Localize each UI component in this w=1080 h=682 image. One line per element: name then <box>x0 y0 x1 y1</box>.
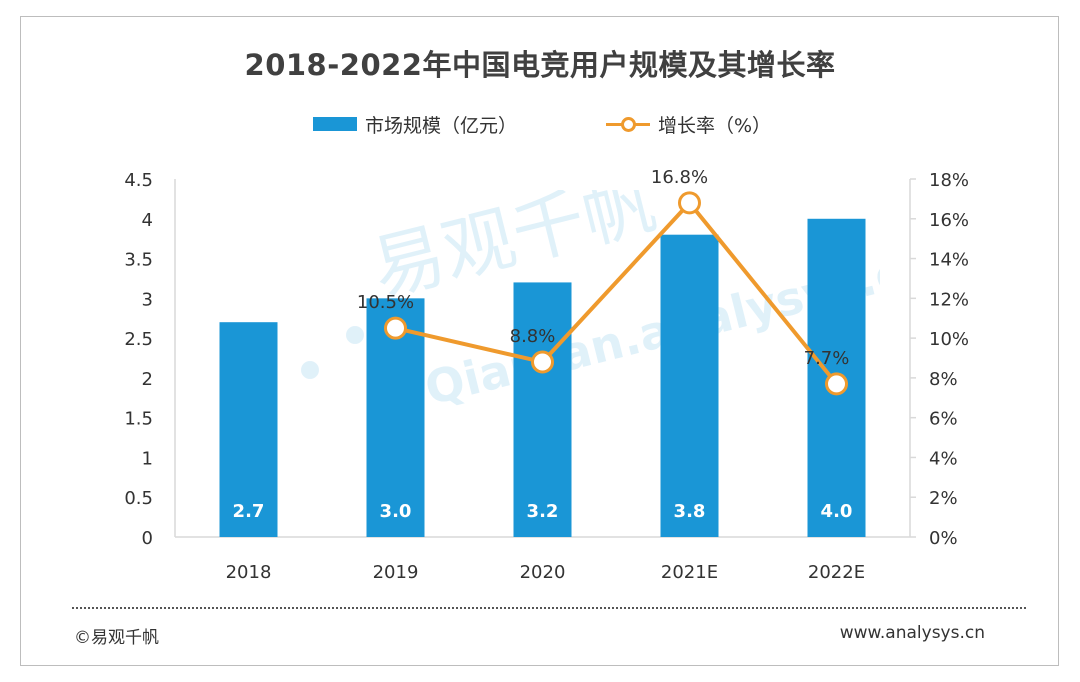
y-left-tick-label: 0 <box>142 528 153 549</box>
y-left-tick-label: 3 <box>142 289 153 310</box>
bar-value-label: 3.2 <box>527 501 559 522</box>
bars <box>219 218 866 537</box>
y-left-tick-label: 4 <box>142 210 153 231</box>
legend-bar-label: 市场规模（亿元） <box>365 114 518 137</box>
footer-divider <box>72 607 1026 609</box>
growth-point <box>531 350 554 374</box>
legend-bar-swatch <box>313 117 357 131</box>
bar-value-label: 3.8 <box>674 501 706 522</box>
growth-line-path <box>395 200 839 386</box>
y-right-tick-label: 8% <box>929 369 958 390</box>
bar-value-label: 2.7 <box>233 501 265 522</box>
data-labels: 2.7 3.0 3.2 3.8 4.0 10.5% 8.8% 16.8% 7.7% <box>233 167 853 522</box>
footer-copyright: ©易观千帆 <box>74 628 159 648</box>
y-left-tick-label: 1 <box>142 448 153 469</box>
y-right-tick-label: 2% <box>929 488 958 509</box>
growth-value-label: 7.7% <box>804 348 850 369</box>
bar <box>219 322 278 537</box>
bar-value-label: 4.0 <box>821 501 853 522</box>
y-right-tick-label: 0% <box>929 528 958 549</box>
growth-value-label: 10.5% <box>357 292 414 313</box>
y-right-tick-label: 18% <box>929 170 969 191</box>
y-left-tick-label: 2.5 <box>124 329 153 350</box>
y-left-tick-label: 1.5 <box>124 409 153 430</box>
y-left-tick-label: 4.5 <box>124 170 153 191</box>
y-right-tick-label: 10% <box>929 329 969 350</box>
footer-website: www.analysys.cn <box>839 623 985 643</box>
growth-point <box>825 372 848 396</box>
x-tick-label: 2019 <box>373 562 419 583</box>
y-right-tick-label: 12% <box>929 289 969 310</box>
y-right-tick-label: 4% <box>929 448 958 469</box>
x-tick-label: 2022E <box>808 562 865 583</box>
chart-title: 2018-2022年中国电竞用户规模及其增长率 <box>244 48 836 82</box>
growth-value-label: 16.8% <box>651 167 708 188</box>
bar-value-label: 3.0 <box>380 501 412 522</box>
y-right-tick-label: 16% <box>929 210 969 231</box>
y-left-tick-label: 0.5 <box>124 488 153 509</box>
y-right-tick-label: 14% <box>929 250 969 271</box>
y-left-tick-label: 3.5 <box>124 250 153 271</box>
x-tick-label: 2021E <box>661 562 718 583</box>
growth-line <box>384 191 848 396</box>
y-left-tick-label: 2 <box>142 369 153 390</box>
x-tick-label: 2018 <box>226 562 272 583</box>
legend-line-label: 增长率（%） <box>658 114 772 137</box>
bar <box>660 234 719 537</box>
legend-item-line: 增长率（%） <box>606 112 772 137</box>
legend-line-swatch <box>606 116 650 132</box>
growth-value-label: 8.8% <box>510 326 556 347</box>
legend-item-bar: 市场规模（亿元） <box>313 112 518 137</box>
bar <box>513 282 572 537</box>
growth-point <box>678 191 701 215</box>
growth-point <box>384 316 407 340</box>
x-tick-label: 2020 <box>520 562 566 583</box>
axes: 0 0.5 1 1.5 2 2.5 3 3.5 4 4.5 0% 2% 4% 6% 8% 10% 12% 14% 1… <box>124 170 969 583</box>
y-right-tick-label: 6% <box>929 409 958 430</box>
